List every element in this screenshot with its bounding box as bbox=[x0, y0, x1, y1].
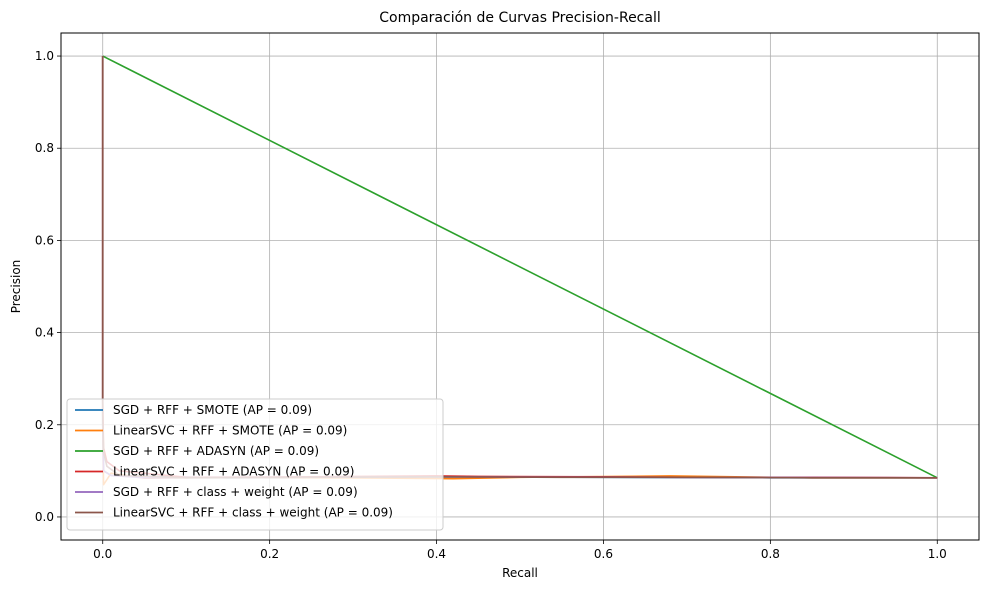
series-line-3 bbox=[102, 55, 938, 479]
legend-entry: LinearSVC + RFF + class + weight (AP = 0… bbox=[113, 506, 393, 520]
x-tick-label: 0.6 bbox=[594, 547, 613, 561]
legend: SGD + RFF + SMOTE (AP = 0.09) LinearSVC +… bbox=[66, 398, 444, 531]
y-tick-label: 0.2 bbox=[35, 418, 54, 432]
y-axis: 0.0 0.2 0.4 0.6 0.8 1.0 bbox=[35, 49, 61, 524]
x-tick-label: 0.4 bbox=[427, 547, 446, 561]
x-tick-label: 0.8 bbox=[761, 547, 780, 561]
x-tick-label: 0.0 bbox=[93, 547, 112, 561]
legend-entry: LinearSVC + RFF + ADASYN (AP = 0.09) bbox=[113, 465, 354, 479]
legend-entry: LinearSVC + RFF + SMOTE (AP = 0.09) bbox=[113, 424, 347, 438]
y-axis-label: Precision bbox=[9, 260, 23, 314]
x-axis: 0.0 0.2 0.4 0.6 0.8 1.0 bbox=[93, 540, 947, 561]
y-tick-label: 0.4 bbox=[35, 326, 54, 340]
chart-title: Comparación de Curvas Precision-Recall bbox=[379, 10, 661, 26]
y-tick-label: 1.0 bbox=[35, 49, 54, 63]
x-tick-label: 1.0 bbox=[928, 547, 947, 561]
plot-frame bbox=[60, 32, 980, 541]
y-tick-label: 0.8 bbox=[35, 141, 54, 155]
x-tick-label: 0.2 bbox=[260, 547, 279, 561]
y-tick-label: 0.0 bbox=[35, 510, 54, 524]
legend-entry: SGD + RFF + SMOTE (AP = 0.09) bbox=[113, 403, 312, 417]
legend-entry: SGD + RFF + ADASYN (AP = 0.09) bbox=[113, 444, 319, 458]
legend-entry: SGD + RFF + class + weight (AP = 0.09) bbox=[113, 485, 358, 499]
legend-box bbox=[66, 398, 444, 531]
y-tick-label: 0.6 bbox=[35, 233, 54, 247]
x-axis-label: Recall bbox=[502, 566, 538, 580]
